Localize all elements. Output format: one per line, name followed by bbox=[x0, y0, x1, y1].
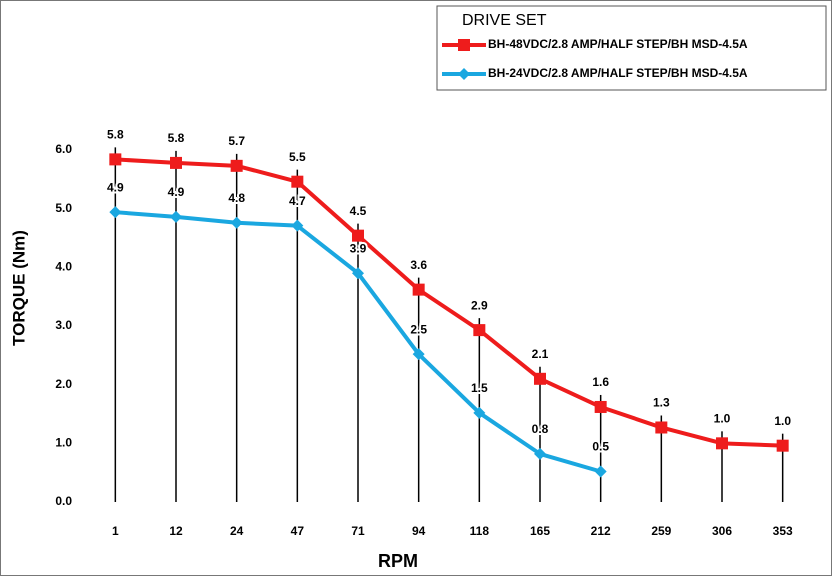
legend-box bbox=[436, 5, 827, 91]
x-tick-label: 259 bbox=[651, 524, 671, 538]
y-tick-label: 5.0 bbox=[55, 201, 72, 215]
data-label: 4.7 bbox=[289, 194, 306, 208]
x-tick-label: 12 bbox=[169, 524, 183, 538]
data-label: 2.9 bbox=[471, 298, 488, 312]
x-axis-label: RPM bbox=[378, 551, 418, 571]
data-label: 4.5 bbox=[350, 204, 367, 218]
data-point bbox=[170, 156, 182, 169]
data-point bbox=[473, 324, 486, 337]
data-point bbox=[352, 229, 364, 242]
legend-label: BH-24VDC/2.8 AMP/HALF STEP/BH MSD-4.5A bbox=[488, 66, 748, 80]
data-label: 4.9 bbox=[107, 180, 124, 194]
data-point bbox=[716, 437, 728, 450]
x-tick-label: 165 bbox=[530, 524, 550, 538]
x-tick-label: 1 bbox=[112, 524, 119, 538]
y-tick-label: 4.0 bbox=[55, 260, 72, 274]
data-label: 1.5 bbox=[471, 381, 488, 395]
legend-marker bbox=[458, 68, 470, 80]
data-point bbox=[655, 421, 668, 434]
data-label: 1.6 bbox=[592, 375, 609, 389]
x-tick-label: 212 bbox=[591, 524, 611, 538]
data-label: 3.9 bbox=[350, 241, 367, 255]
legend-marker bbox=[458, 39, 470, 51]
x-tick-label: 353 bbox=[773, 524, 793, 538]
x-tick-label: 118 bbox=[470, 524, 490, 538]
data-label: 2.5 bbox=[410, 322, 427, 336]
data-label: 1.0 bbox=[774, 414, 791, 428]
data-label: 5.8 bbox=[107, 128, 124, 142]
data-point bbox=[776, 439, 789, 452]
y-axis-label: TORQUE (Nm) bbox=[9, 230, 28, 346]
data-label: 5.5 bbox=[289, 150, 306, 164]
y-tick-label: 0.0 bbox=[55, 494, 72, 508]
data-label: 3.6 bbox=[410, 258, 427, 272]
data-point bbox=[412, 348, 425, 361]
series-line bbox=[115, 157, 783, 448]
data-label: 5.8 bbox=[168, 131, 185, 145]
data-point bbox=[594, 465, 607, 478]
data-point bbox=[534, 447, 546, 460]
data-point bbox=[412, 283, 425, 296]
data-point bbox=[230, 216, 243, 229]
data-label: 1.0 bbox=[714, 412, 731, 426]
data-point bbox=[473, 406, 486, 419]
y-tick-label: 6.0 bbox=[55, 142, 72, 156]
x-tick-label: 94 bbox=[412, 524, 426, 538]
data-point bbox=[534, 372, 546, 385]
data-label: 2.1 bbox=[532, 347, 549, 361]
x-tick-label: 24 bbox=[230, 524, 244, 538]
data-label: 0.8 bbox=[532, 422, 549, 436]
x-tick-label: 71 bbox=[351, 524, 365, 538]
data-label: 1.3 bbox=[653, 396, 670, 410]
data-point bbox=[109, 206, 122, 219]
data-label: 4.8 bbox=[228, 191, 245, 205]
data-point bbox=[291, 175, 304, 188]
data-point bbox=[291, 219, 304, 232]
data-point bbox=[594, 400, 607, 413]
y-tick-label: 1.0 bbox=[55, 436, 72, 450]
x-tick-label: 47 bbox=[291, 524, 305, 538]
data-point bbox=[230, 159, 243, 172]
data-point bbox=[170, 210, 182, 223]
y-tick-label: 3.0 bbox=[55, 318, 72, 332]
data-point bbox=[109, 153, 122, 166]
x-tick-label: 306 bbox=[712, 524, 732, 538]
data-label: 5.7 bbox=[228, 134, 245, 148]
legend-title: DRIVE SET bbox=[462, 12, 547, 29]
data-label: 0.5 bbox=[592, 440, 609, 454]
legend-label: BH-48VDC/2.8 AMP/HALF STEP/BH MSD-4.5A bbox=[488, 37, 748, 51]
y-tick-label: 2.0 bbox=[55, 377, 72, 391]
data-point bbox=[352, 267, 364, 280]
data-label: 4.9 bbox=[168, 185, 185, 199]
